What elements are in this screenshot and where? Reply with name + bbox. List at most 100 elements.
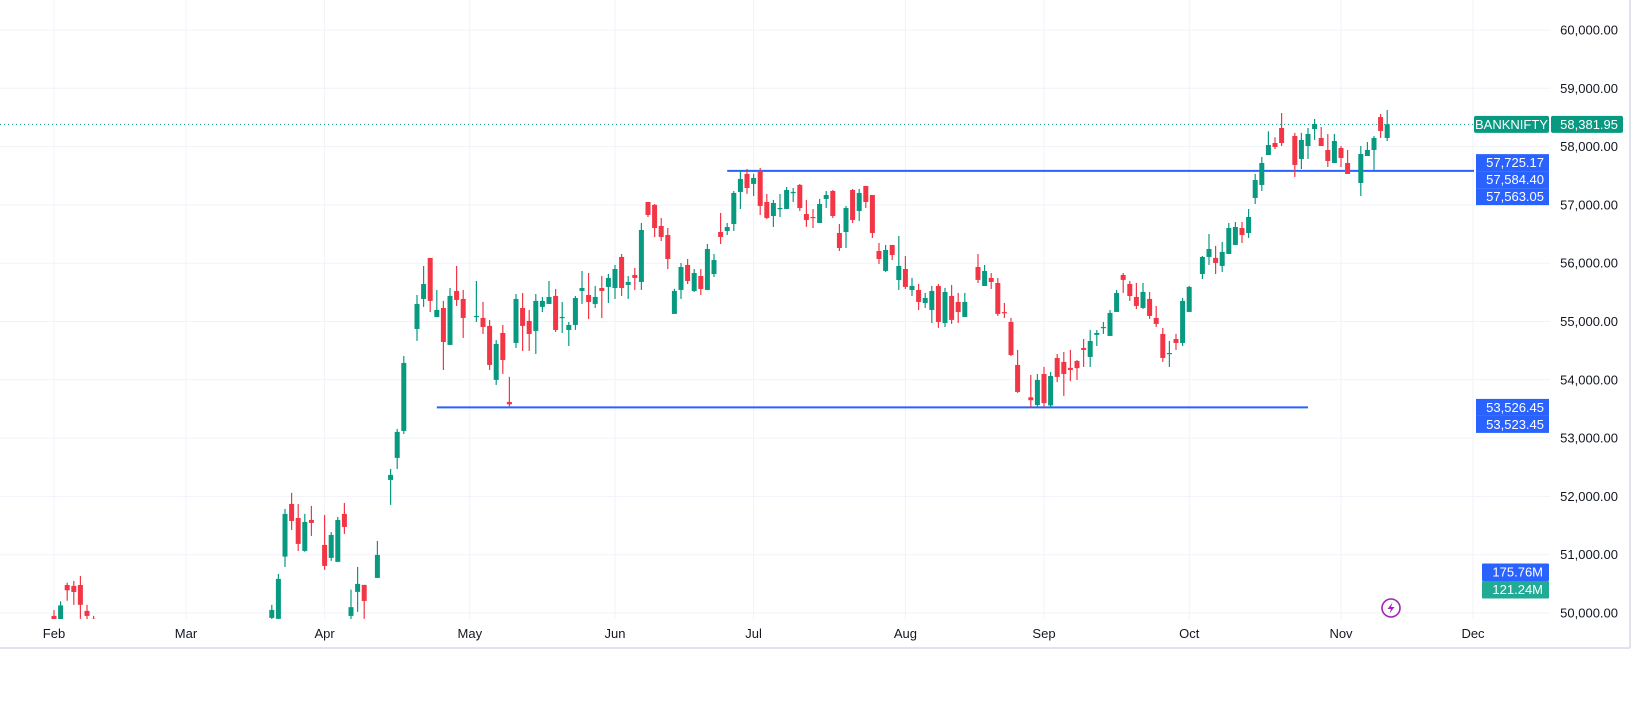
candle[interactable] bbox=[922, 292, 928, 308]
candle[interactable] bbox=[612, 264, 618, 299]
candle[interactable] bbox=[737, 169, 743, 209]
candle[interactable] bbox=[1048, 371, 1054, 408]
candle[interactable] bbox=[289, 492, 295, 530]
candle[interactable] bbox=[1292, 132, 1298, 177]
candle[interactable] bbox=[698, 269, 704, 295]
candle[interactable] bbox=[599, 275, 605, 318]
candle[interactable] bbox=[1378, 113, 1384, 138]
candle[interactable] bbox=[691, 269, 697, 292]
candle[interactable] bbox=[909, 277, 915, 296]
candle[interactable] bbox=[1265, 131, 1271, 155]
candle[interactable] bbox=[506, 376, 512, 408]
candle[interactable] bbox=[1279, 113, 1285, 147]
candle[interactable] bbox=[328, 531, 334, 561]
candles[interactable] bbox=[51, 109, 1390, 636]
candle[interactable] bbox=[744, 168, 750, 194]
candle[interactable] bbox=[658, 217, 664, 242]
candle[interactable] bbox=[447, 287, 453, 345]
candle[interactable] bbox=[1371, 135, 1377, 170]
candle[interactable] bbox=[1166, 340, 1172, 367]
candle[interactable] bbox=[487, 319, 493, 370]
candle[interactable] bbox=[493, 339, 499, 385]
candle[interactable] bbox=[1028, 374, 1034, 408]
candle[interactable] bbox=[645, 201, 651, 217]
candle[interactable] bbox=[586, 272, 592, 319]
candle[interactable] bbox=[777, 193, 783, 217]
candle[interactable] bbox=[308, 505, 314, 536]
candle[interactable] bbox=[916, 283, 922, 310]
candle[interactable] bbox=[988, 272, 994, 289]
candle[interactable] bbox=[724, 222, 730, 235]
candle[interactable] bbox=[1180, 297, 1186, 346]
candle[interactable] bbox=[1246, 208, 1252, 238]
candle[interactable] bbox=[935, 283, 941, 328]
candle[interactable] bbox=[460, 289, 466, 338]
candle[interactable] bbox=[1345, 149, 1351, 175]
candle[interactable] bbox=[830, 189, 836, 218]
candle[interactable] bbox=[764, 193, 770, 220]
candle[interactable] bbox=[361, 584, 367, 619]
candle[interactable] bbox=[869, 194, 875, 238]
candle[interactable] bbox=[1067, 349, 1073, 381]
candle[interactable] bbox=[414, 294, 420, 341]
candle[interactable] bbox=[1252, 174, 1258, 204]
candle[interactable] bbox=[51, 610, 57, 630]
candle[interactable] bbox=[790, 187, 796, 202]
candle[interactable] bbox=[711, 253, 717, 277]
candle[interactable] bbox=[619, 253, 625, 296]
candle[interactable] bbox=[1008, 317, 1014, 357]
candle[interactable] bbox=[84, 604, 90, 622]
horizontal-lines[interactable] bbox=[436, 169, 1474, 409]
candle[interactable] bbox=[1213, 245, 1219, 274]
candle[interactable] bbox=[1081, 338, 1087, 367]
candle[interactable] bbox=[348, 589, 354, 625]
candle[interactable] bbox=[803, 199, 809, 227]
candle[interactable] bbox=[1173, 333, 1179, 350]
candle[interactable] bbox=[480, 301, 486, 334]
candle[interactable] bbox=[282, 508, 288, 567]
candle[interactable] bbox=[817, 198, 823, 223]
candle[interactable] bbox=[322, 514, 328, 570]
candle[interactable] bbox=[1074, 359, 1080, 380]
candle[interactable] bbox=[810, 208, 816, 228]
candle[interactable] bbox=[1272, 137, 1278, 149]
candle[interactable] bbox=[995, 277, 1001, 316]
candle[interactable] bbox=[1199, 255, 1205, 279]
candle[interactable] bbox=[1160, 327, 1166, 362]
candle[interactable] bbox=[1384, 109, 1390, 142]
price-axis[interactable]: 50,000.00 51,000.00 52,000.00 53,000.00 54,0… bbox=[1560, 23, 1618, 621]
candle[interactable] bbox=[665, 227, 671, 270]
candle[interactable] bbox=[374, 540, 380, 578]
candle[interactable] bbox=[850, 188, 856, 223]
candle[interactable] bbox=[513, 293, 519, 348]
candle[interactable] bbox=[1061, 351, 1067, 396]
candle[interactable] bbox=[856, 188, 862, 221]
candle[interactable] bbox=[770, 199, 776, 227]
candle[interactable] bbox=[341, 502, 347, 534]
candle[interactable] bbox=[1147, 291, 1153, 319]
candle[interactable] bbox=[533, 293, 539, 354]
candle[interactable] bbox=[1114, 289, 1120, 312]
candle[interactable] bbox=[440, 300, 446, 370]
candle[interactable] bbox=[526, 309, 532, 351]
candle[interactable] bbox=[1015, 349, 1021, 393]
candle[interactable] bbox=[1331, 134, 1337, 163]
candle[interactable] bbox=[539, 296, 545, 312]
candle[interactable] bbox=[1094, 329, 1100, 346]
candle[interactable] bbox=[1226, 222, 1232, 254]
candle[interactable] bbox=[1100, 321, 1106, 334]
candle[interactable] bbox=[434, 289, 440, 317]
candle[interactable] bbox=[836, 223, 842, 251]
time-axis[interactable]: Feb Mar Apr May Jun Jul Aug Sep Oct Nov Dec bbox=[43, 626, 1485, 641]
candle[interactable] bbox=[58, 601, 64, 636]
candle[interactable] bbox=[355, 566, 361, 612]
candle[interactable] bbox=[975, 253, 981, 283]
candle[interactable] bbox=[1001, 302, 1007, 318]
candle[interactable] bbox=[1325, 134, 1331, 168]
candle[interactable] bbox=[863, 185, 869, 208]
candle[interactable] bbox=[1087, 329, 1093, 367]
candle[interactable] bbox=[1338, 146, 1344, 168]
candle[interactable] bbox=[592, 285, 598, 308]
candle[interactable] bbox=[632, 267, 638, 290]
candle[interactable] bbox=[718, 212, 724, 244]
